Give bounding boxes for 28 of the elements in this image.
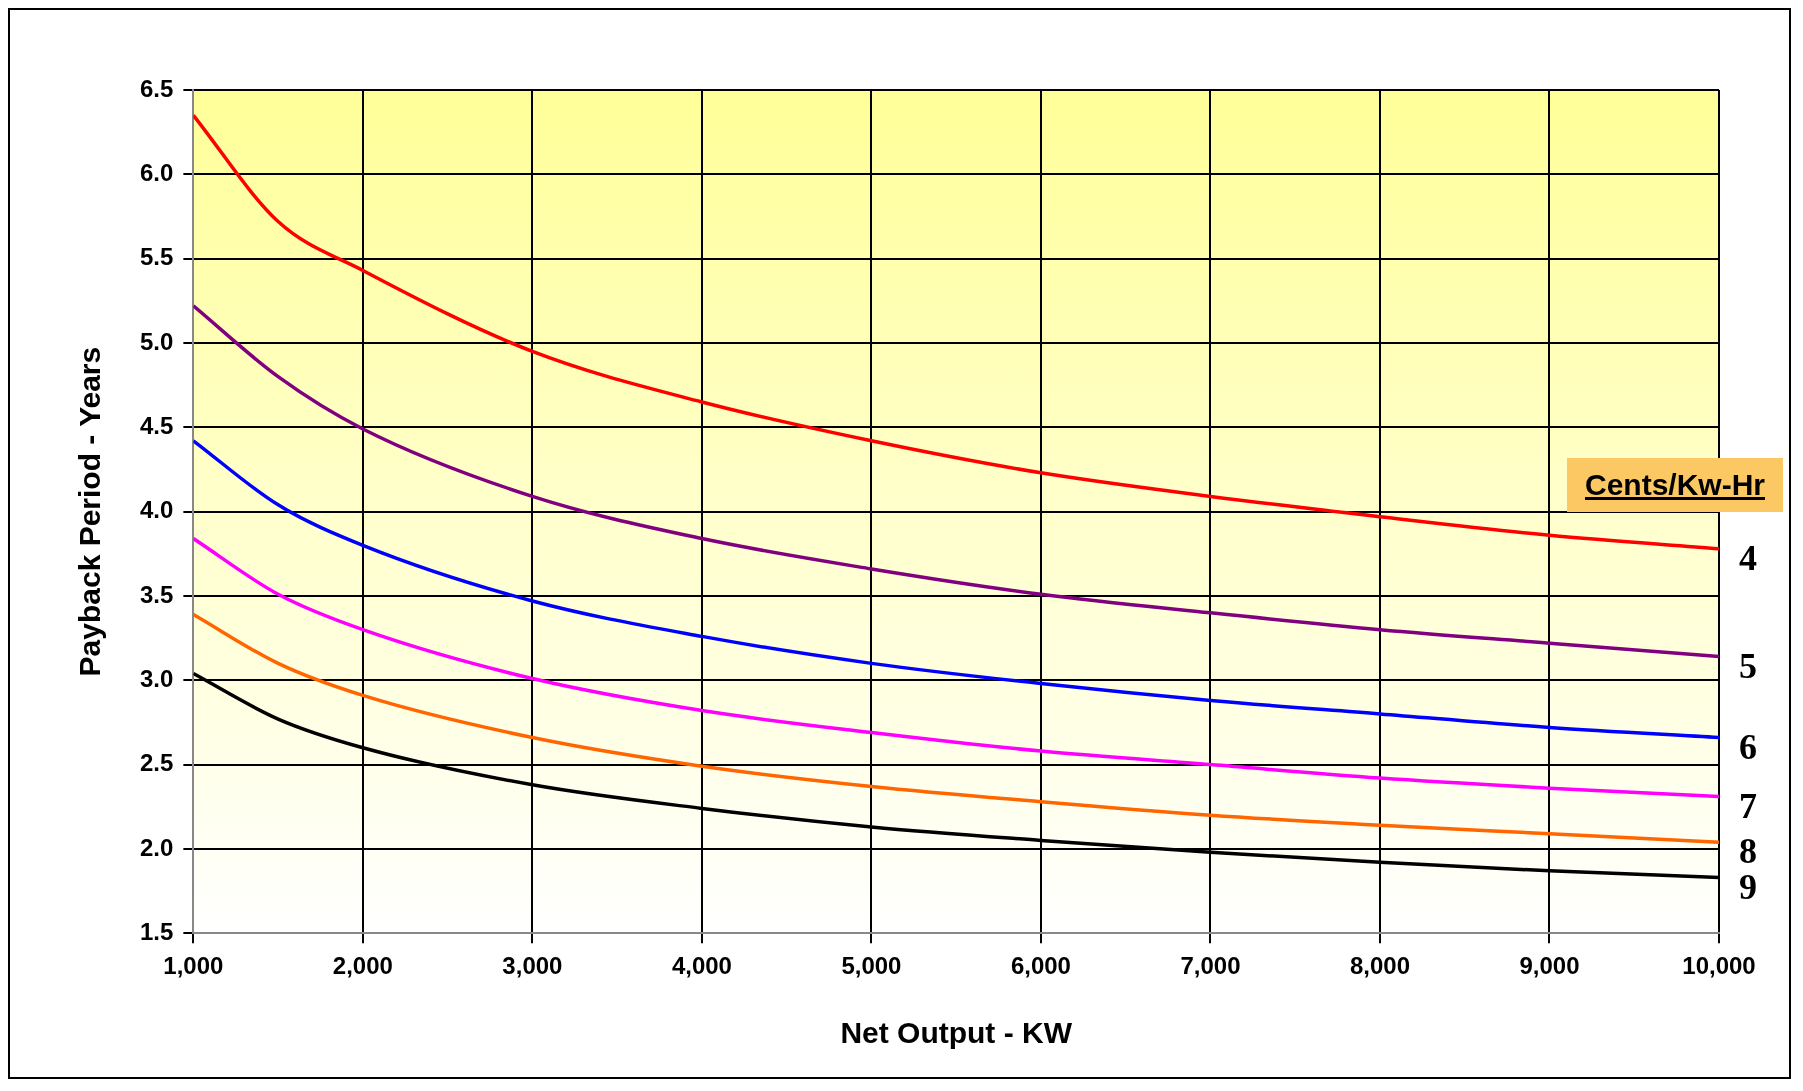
x-tick-label: 3,000 bbox=[502, 952, 563, 980]
y-tick-label: 2.0 bbox=[139, 833, 174, 861]
series-label: 4 bbox=[1739, 538, 1757, 578]
y-tick-label: 6.0 bbox=[139, 158, 174, 186]
y-axis-title: Payback Period - Years bbox=[73, 346, 107, 677]
x-tick-label: 9,000 bbox=[1519, 952, 1580, 980]
y-tick-label: 3.5 bbox=[139, 580, 174, 608]
y-tick-label: 6.5 bbox=[139, 74, 174, 102]
x-axis-title: Net Output - KW bbox=[840, 1016, 1073, 1050]
series-label: 5 bbox=[1739, 645, 1757, 686]
legend-title: Cents/Kw-Hr bbox=[1566, 458, 1783, 512]
y-tick-label: 4.5 bbox=[139, 411, 174, 439]
x-tick-label: 6,000 bbox=[1010, 952, 1071, 980]
y-tick-label: 1.5 bbox=[139, 917, 174, 945]
y-tick-label: 3.0 bbox=[139, 664, 174, 692]
x-tick-label: 7,000 bbox=[1180, 952, 1241, 980]
y-tick-label: 5.5 bbox=[139, 243, 174, 271]
y-tick-label: 5.0 bbox=[139, 327, 174, 355]
y-tick-label: 4.0 bbox=[139, 496, 174, 524]
y-tick-label: 2.5 bbox=[139, 749, 174, 777]
series-label: 7 bbox=[1739, 785, 1757, 826]
x-tick-label: 4,000 bbox=[671, 952, 732, 980]
x-tick-label: 5,000 bbox=[841, 952, 902, 980]
x-tick-label: 2,000 bbox=[332, 952, 393, 980]
x-tick-label: 1,000 bbox=[163, 952, 224, 980]
series-label: 6 bbox=[1739, 726, 1757, 767]
x-tick-label: 8,000 bbox=[1349, 952, 1410, 980]
x-tick-label: 10,000 bbox=[1682, 952, 1756, 980]
